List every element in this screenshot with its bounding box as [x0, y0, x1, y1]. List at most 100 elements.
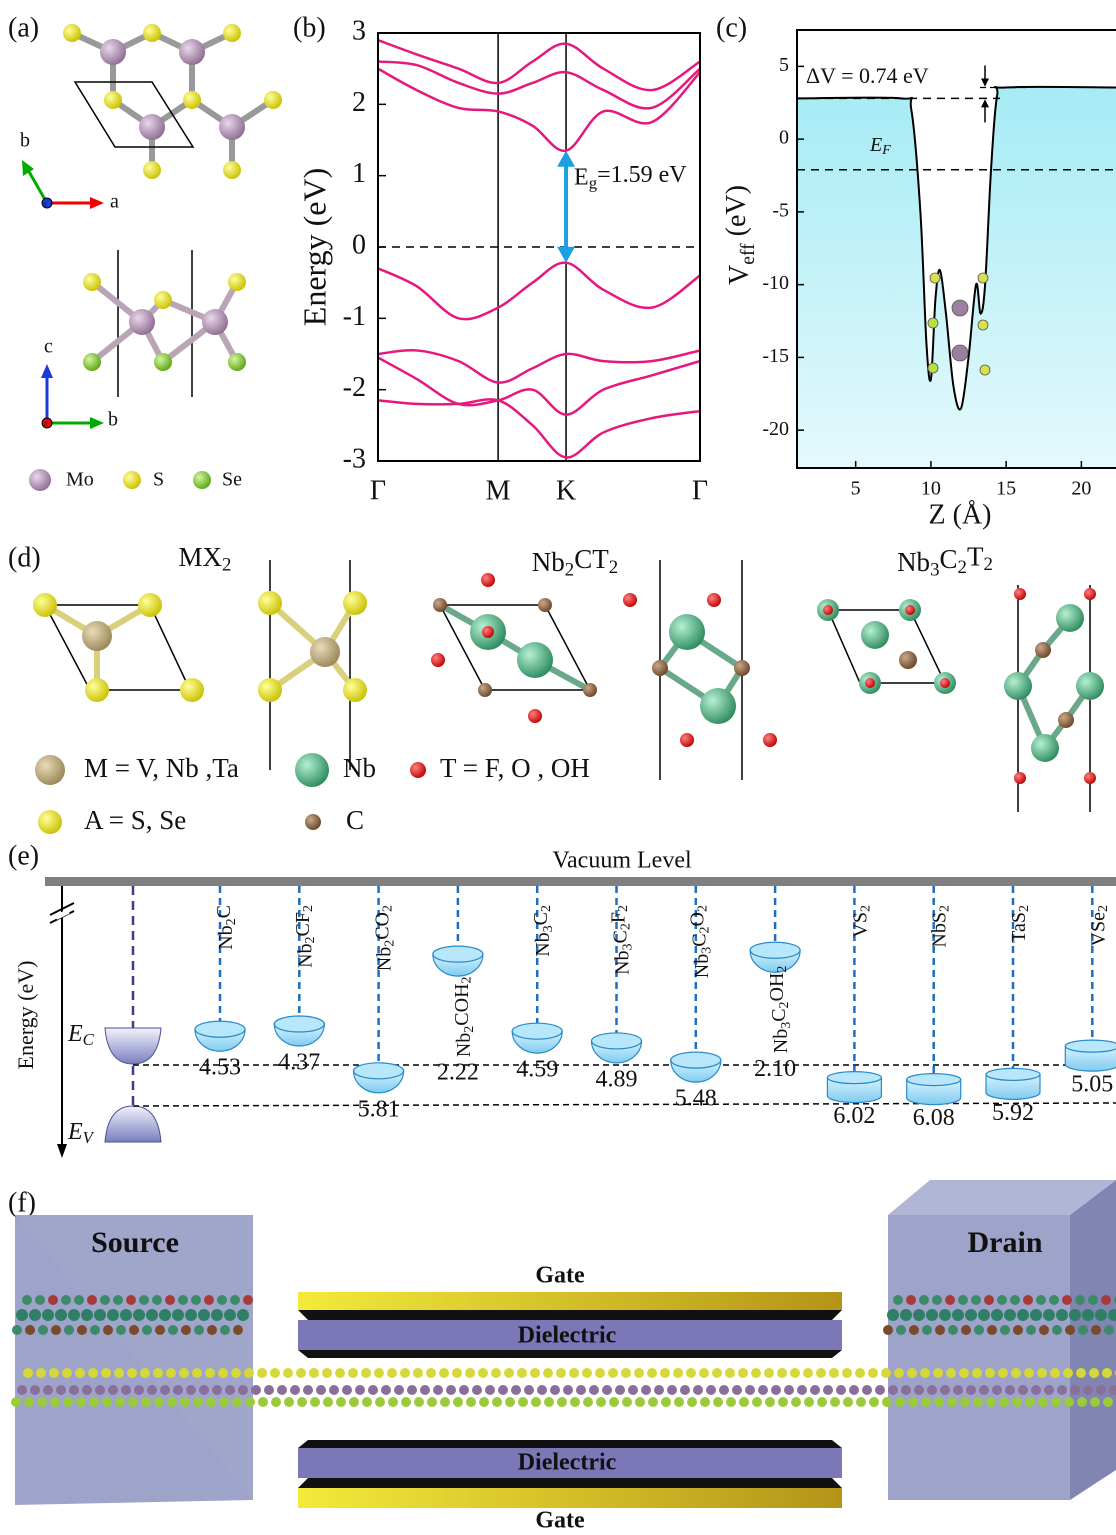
y-tick-label: -2 — [343, 372, 366, 403]
panel-label: (a) — [8, 12, 39, 43]
marker-top — [432, 945, 484, 963]
material-name: Nb3C2 — [530, 905, 557, 957]
marker-top — [353, 1062, 405, 1080]
material-name: Nb2C — [212, 905, 239, 950]
atom — [155, 1325, 165, 1335]
atom — [258, 1397, 268, 1407]
atom — [322, 1368, 332, 1378]
subscript: V — [83, 1128, 95, 1147]
gap-arrowhead — [557, 150, 576, 167]
atom — [245, 1397, 255, 1407]
structure-nb3c2t2 — [817, 585, 1104, 812]
atom — [1026, 1325, 1036, 1335]
text-part: O — [686, 912, 708, 926]
atom — [927, 1385, 937, 1395]
atom — [563, 1385, 573, 1395]
marker-top — [670, 1051, 722, 1069]
gate-edge — [298, 1478, 842, 1488]
atom — [82, 1385, 92, 1395]
legend-swatch — [305, 814, 321, 830]
gate-label: Gate — [535, 1508, 585, 1534]
material-name: TaS2 — [1008, 905, 1033, 943]
atom — [199, 1385, 209, 1395]
dielectric-top — [298, 1320, 842, 1350]
atom — [673, 1368, 683, 1378]
atom — [24, 1397, 34, 1407]
subscript: eff — [737, 243, 758, 265]
atom — [309, 1368, 319, 1378]
text-part: Nb — [611, 950, 633, 974]
atom — [165, 1295, 175, 1305]
atom — [920, 1368, 930, 1378]
axes-top — [22, 160, 104, 209]
atom — [896, 1325, 906, 1335]
subscript: g — [589, 173, 598, 192]
y-tick-label: 2 — [352, 87, 366, 118]
atom — [803, 1368, 813, 1378]
atom — [934, 1397, 944, 1407]
atom — [102, 1397, 112, 1407]
atom — [1005, 1385, 1015, 1395]
atom — [121, 1385, 131, 1395]
text-part: E — [574, 164, 589, 190]
atom — [61, 1295, 71, 1305]
legend-label: M = V, Nb ,Ta — [84, 753, 239, 783]
atom — [56, 1385, 66, 1395]
atom — [777, 1368, 787, 1378]
atom — [881, 1368, 891, 1378]
atom — [699, 1368, 709, 1378]
atom — [427, 1397, 437, 1407]
panel-label: (d) — [8, 542, 41, 573]
atom — [582, 1368, 592, 1378]
subscript: 2 — [1096, 905, 1111, 912]
subscript: 2 — [859, 905, 874, 912]
atom — [37, 1397, 47, 1407]
atom — [946, 1368, 956, 1378]
atom — [387, 1368, 397, 1378]
legend-label: Mo — [66, 469, 94, 491]
atom — [570, 1397, 580, 1407]
y-tick-label: -20 — [762, 418, 789, 440]
atom — [615, 1385, 625, 1395]
subscript: 3 — [700, 947, 715, 954]
atom — [621, 1368, 631, 1378]
subscript: 2 — [619, 923, 634, 930]
atom — [1025, 1397, 1035, 1407]
atom — [51, 1325, 61, 1335]
band-line — [378, 38, 700, 92]
atom — [89, 1397, 99, 1407]
y-tick-label: -3 — [343, 443, 366, 474]
atom — [987, 1325, 997, 1335]
atom — [745, 1385, 755, 1395]
atom — [74, 1295, 84, 1305]
atom — [11, 1397, 21, 1407]
legend-swatch — [123, 471, 141, 489]
atom — [466, 1397, 476, 1407]
text-part: V — [724, 265, 755, 285]
atom — [230, 1295, 240, 1305]
atom — [400, 1368, 410, 1378]
subscript: 2 — [303, 936, 318, 943]
band-line — [378, 60, 700, 110]
atom — [1011, 1368, 1021, 1378]
atom — [973, 1397, 983, 1407]
subscript: 2 — [383, 940, 398, 947]
atom — [342, 1385, 352, 1395]
atom — [407, 1385, 417, 1395]
atom — [316, 1385, 326, 1395]
atom — [972, 1368, 982, 1378]
atom — [648, 1397, 658, 1407]
atom — [686, 1368, 696, 1378]
atom — [329, 1385, 339, 1395]
atom — [1039, 1325, 1049, 1335]
atom — [984, 1295, 994, 1305]
axis-label: b — [108, 409, 118, 431]
potential-fill — [797, 86, 1116, 468]
atom — [810, 1385, 820, 1395]
band-line — [378, 398, 700, 459]
atom — [940, 1385, 950, 1395]
atom — [543, 1368, 553, 1378]
unit-cell — [73, 81, 195, 148]
atom — [1000, 1325, 1010, 1335]
atom — [979, 364, 991, 376]
